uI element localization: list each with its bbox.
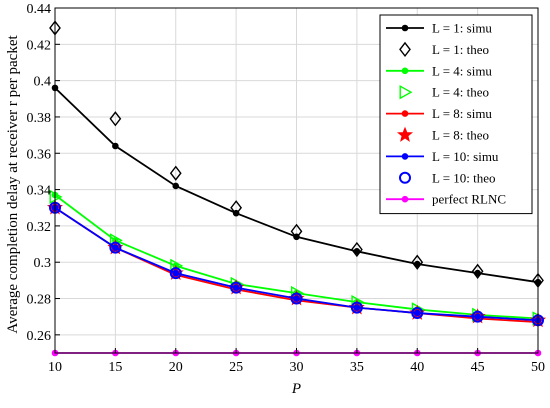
legend-item: L = 1: simu bbox=[386, 21, 492, 36]
legend-label: perfect RLNC bbox=[432, 192, 506, 207]
data-point bbox=[353, 304, 361, 311]
data-point bbox=[230, 281, 243, 294]
y-tick-label: 0.32 bbox=[27, 220, 52, 235]
x-tick-label: 10 bbox=[48, 360, 62, 375]
legend-label: L = 10: theo bbox=[432, 170, 496, 185]
legend-marker bbox=[401, 153, 409, 160]
y-tick-label: 0.42 bbox=[27, 38, 52, 53]
data-point bbox=[112, 244, 119, 251]
legend-label: L = 10: simu bbox=[432, 149, 499, 164]
y-axis-label: Average completion delay at receiver r p… bbox=[5, 35, 21, 334]
y-tick-label: 0.3 bbox=[34, 256, 52, 271]
x-axis-ticks: 10 15 20 25 30 35 40 45 50 bbox=[48, 348, 545, 375]
legend-item: L = 4: simu bbox=[386, 63, 492, 78]
x-axis-label: P bbox=[291, 381, 301, 397]
data-point bbox=[172, 269, 180, 277]
data-point bbox=[169, 165, 182, 181]
x-tick-label: 40 bbox=[410, 360, 424, 375]
x-tick-label: 30 bbox=[290, 360, 304, 375]
y-tick-label: 0.34 bbox=[27, 184, 52, 199]
data-point bbox=[49, 189, 63, 205]
data-point bbox=[169, 267, 182, 280]
legend-marker bbox=[401, 110, 409, 117]
data-point bbox=[471, 310, 484, 323]
legend-label: L = 4: simu bbox=[432, 63, 492, 78]
y-tick-label: 0.36 bbox=[27, 147, 52, 162]
y-tick-label: 0.44 bbox=[27, 2, 52, 17]
x-tick-label: 15 bbox=[108, 360, 122, 375]
legend-marker bbox=[401, 24, 409, 32]
x-tick-label: 35 bbox=[350, 360, 364, 375]
legend-label: L = 4: theo bbox=[432, 85, 489, 100]
y-tick-label: 0.26 bbox=[27, 329, 52, 344]
data-point bbox=[350, 301, 363, 314]
legend-label: L = 8: simu bbox=[432, 106, 492, 121]
series-7 bbox=[49, 201, 544, 327]
legend: L = 1: simu L = 1: theo L = 4: simu L = 4: … bbox=[379, 14, 533, 215]
x-tick-label: 25 bbox=[229, 360, 243, 375]
legend-label: L = 1: simu bbox=[432, 21, 492, 36]
legend-item: L = 10: theo bbox=[399, 170, 496, 185]
legend-marker bbox=[401, 195, 409, 203]
data-point bbox=[350, 241, 363, 258]
y-tick-label: 0.38 bbox=[27, 111, 52, 126]
data-point bbox=[290, 292, 303, 305]
x-tick-label: 20 bbox=[169, 360, 183, 375]
legend-marker bbox=[399, 171, 411, 184]
legend-item: L = 8: simu bbox=[386, 106, 492, 121]
legend-label: L = 1: theo bbox=[432, 42, 489, 57]
data-point bbox=[293, 295, 300, 302]
x-tick-label: 45 bbox=[471, 360, 485, 375]
legend-marker bbox=[401, 67, 409, 75]
data-point bbox=[290, 223, 303, 239]
data-point bbox=[474, 313, 481, 320]
data-point bbox=[471, 263, 484, 279]
legend-marker bbox=[396, 126, 414, 142]
legend-item: L = 4: theo bbox=[399, 85, 489, 100]
data-point bbox=[413, 309, 421, 317]
data-point bbox=[172, 182, 180, 190]
y-tick-label: 0.4 bbox=[34, 75, 52, 90]
data-point bbox=[112, 142, 119, 150]
legend-marker bbox=[399, 41, 411, 58]
legend-item: perfect RLNC bbox=[386, 192, 506, 207]
y-axis-ticks: 0.26 0.28 0.3 0.32 0.34 0.36 0.38 0.4 0.42 0.44 bbox=[27, 2, 60, 344]
legend-label: L = 8: theo bbox=[432, 128, 489, 143]
legend-marker bbox=[399, 85, 413, 100]
data-point bbox=[230, 200, 243, 216]
legend-item: L = 10: simu bbox=[386, 149, 499, 164]
data-point bbox=[232, 284, 240, 291]
legend-item: L = 8: theo bbox=[396, 126, 489, 143]
data-point bbox=[109, 241, 122, 254]
data-point bbox=[411, 254, 424, 270]
data-point bbox=[411, 307, 424, 320]
data-point bbox=[109, 111, 122, 127]
legend-item: L = 1: theo bbox=[399, 41, 489, 58]
y-tick-label: 0.28 bbox=[27, 293, 52, 308]
series-6 bbox=[51, 204, 542, 324]
x-tick-label: 50 bbox=[531, 360, 545, 375]
